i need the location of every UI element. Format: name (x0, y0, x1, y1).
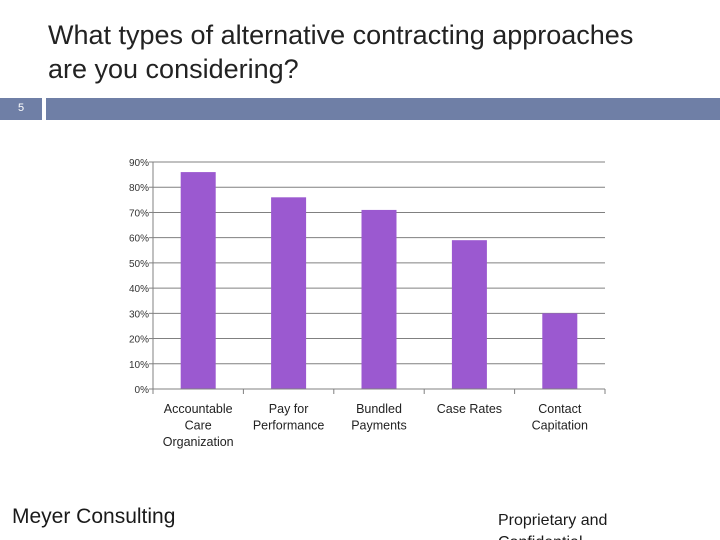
header-rule (46, 98, 720, 120)
x-tick-label: Payments (351, 419, 407, 433)
x-tick-label: Accountable (164, 402, 233, 416)
slide-title-line-2: are you considering? (48, 54, 299, 84)
x-tick-label: Organization (163, 435, 234, 449)
y-tick-label: 90% (129, 158, 149, 169)
x-tick-label: Capitation (532, 419, 588, 433)
slide-number: 5 (17, 102, 25, 114)
y-tick-label: 0% (135, 385, 150, 396)
y-tick-label: 50% (129, 259, 149, 270)
y-tick-label: 40% (129, 284, 149, 295)
bar (271, 197, 307, 389)
x-tick-label: Contact (538, 402, 582, 416)
x-tick-label: Bundled (356, 402, 402, 416)
bar (451, 240, 487, 389)
bar (542, 313, 578, 389)
y-tick-label: 30% (129, 309, 149, 320)
slide-number-bar: 5 (0, 98, 42, 120)
y-tick-label: 10% (129, 360, 149, 371)
y-tick-label: 70% (129, 208, 149, 219)
slide-title: What types of alternative contracting ap… (48, 18, 698, 86)
x-tick-label: Case Rates (437, 402, 502, 416)
y-tick-label: 20% (129, 335, 149, 346)
bar (180, 172, 216, 389)
company-name: Meyer Consulting (12, 505, 176, 528)
x-tick-label: Care (185, 419, 212, 433)
bar (361, 209, 397, 389)
confidentiality-note: Proprietary and Confidential (498, 512, 608, 540)
x-tick-label: Pay for (269, 402, 309, 416)
x-tick-label: Performance (253, 419, 325, 433)
y-tick-label: 80% (129, 183, 149, 194)
y-tick-label: 60% (129, 234, 149, 245)
slide-title-line-1: What types of alternative contracting ap… (48, 20, 634, 50)
